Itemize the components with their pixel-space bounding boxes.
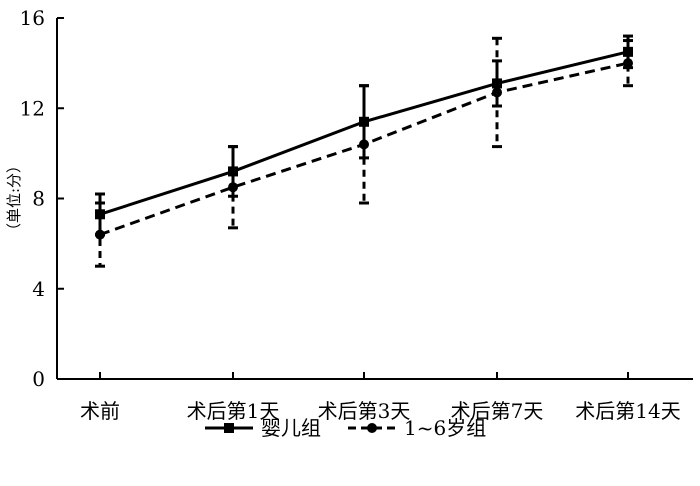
data-point	[359, 139, 369, 150]
series-dashed	[95, 36, 633, 268]
data-point	[228, 182, 238, 193]
x-ticks: 术前 术后第1天 术后第3天 术后第7天 术后第14天	[80, 372, 681, 423]
x-tick-label: 术后第1天	[187, 399, 280, 423]
y-ticks: 0 4 8 12 16	[20, 6, 64, 391]
data-point	[623, 46, 633, 57]
x-tick-label: 术后第14天	[575, 399, 680, 423]
x-tick-label: 术后第7天	[451, 399, 544, 423]
data-point	[492, 87, 502, 98]
y-tick-label: 12	[20, 96, 45, 120]
legend-label: 婴儿组	[261, 416, 321, 440]
y-tick-label: 16	[20, 6, 45, 30]
data-point	[95, 229, 105, 240]
y-tick-label: 4	[32, 277, 45, 301]
data-point	[492, 78, 502, 89]
y-tick-label: 8	[32, 187, 45, 211]
y-axis-label: （单位:分）	[5, 158, 23, 238]
legend: 婴儿组 1~6岁组	[205, 416, 486, 440]
x-tick-label: 术后第3天	[318, 399, 411, 423]
data-point	[95, 209, 105, 220]
data-point	[623, 58, 633, 69]
series-layer	[95, 34, 633, 268]
legend-marker	[367, 423, 377, 433]
legend-marker	[224, 423, 234, 433]
y-tick-label: 0	[32, 367, 45, 391]
legend-label: 1~6岁组	[404, 416, 486, 440]
x-tick-label: 术前	[80, 399, 120, 423]
